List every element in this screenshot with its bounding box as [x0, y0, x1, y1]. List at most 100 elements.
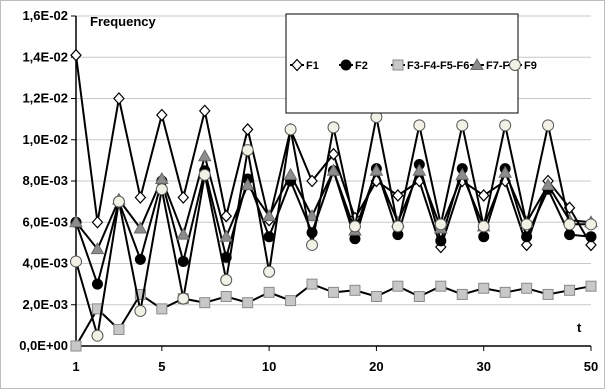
marker-triangle	[470, 57, 484, 70]
marker-circle-filled	[134, 253, 146, 265]
marker-square	[435, 280, 447, 292]
marker-square	[413, 291, 425, 302]
marker-circle-open	[456, 119, 469, 132]
marker-circle-open	[91, 329, 104, 342]
marker-circle-open	[477, 220, 490, 233]
marker-circle-filled	[340, 59, 352, 71]
marker-circle-open	[585, 218, 597, 231]
marker-triangle	[240, 178, 255, 191]
marker-circle-open	[306, 238, 319, 251]
marker-square	[521, 282, 533, 294]
marker-circle-filled	[521, 231, 533, 243]
marker-triangle	[262, 209, 276, 222]
marker-square	[499, 286, 511, 298]
legend-entry: F9	[508, 59, 537, 72]
legend-entry: F1	[290, 58, 319, 72]
marker-circle-filled	[177, 255, 189, 267]
marker-circle-open	[263, 265, 276, 278]
marker-circle-filled	[91, 278, 103, 290]
marker-circle-open	[434, 218, 447, 231]
marker-diamond	[91, 215, 104, 229]
x-tick-label: 30	[476, 359, 490, 374]
marker-diamond	[291, 58, 303, 72]
marker-circle-open	[134, 304, 147, 317]
series-F9	[70, 111, 597, 342]
legend-entry: F3-F4-F5-F6	[391, 59, 469, 72]
x-tick-label: 50	[584, 359, 598, 374]
marker-square	[456, 288, 468, 300]
marker-circle-open	[563, 218, 576, 231]
marker-circle-open	[70, 255, 82, 268]
marker-triangle	[305, 209, 319, 222]
legend-label: F9	[524, 60, 537, 72]
marker-diamond	[220, 209, 233, 223]
marker-square	[242, 297, 254, 309]
marker-circle-open	[520, 218, 533, 231]
marker-triangle	[455, 167, 470, 180]
marker-circle-open	[284, 123, 297, 136]
marker-diamond	[156, 108, 168, 122]
marker-square	[220, 291, 232, 302]
y-tick-label: 1,2E-02	[22, 91, 68, 106]
marker-diamond	[392, 189, 404, 202]
legend-entry: F2	[339, 59, 368, 72]
marker-triangle	[69, 215, 83, 228]
marker-circle-filled	[435, 235, 447, 247]
x-tick-label: 10	[262, 359, 276, 374]
marker-circle-open	[413, 119, 426, 132]
legend-label: F7-F8	[486, 60, 515, 72]
marker-triangle	[133, 221, 148, 234]
marker-square	[113, 324, 125, 335]
marker-diamond	[198, 104, 211, 118]
x-tick-label: 5	[158, 359, 165, 374]
marker-circle-open	[542, 119, 555, 132]
marker-square	[328, 286, 339, 298]
marker-circle-open	[198, 168, 211, 181]
marker-triangle	[369, 163, 384, 176]
legend-label: F3-F4-F5-F6	[407, 60, 469, 72]
marker-circle-filled	[263, 231, 275, 243]
marker-circle-open	[155, 183, 168, 196]
marker-diamond	[70, 48, 82, 62]
marker-square	[370, 291, 382, 302]
marker-triangle	[326, 163, 341, 176]
marker-diamond	[477, 189, 490, 202]
marker-diamond	[177, 191, 190, 204]
marker-triangle	[498, 165, 513, 178]
marker-square	[199, 297, 211, 309]
marker-diamond	[241, 123, 254, 136]
y-tick-label: 8,0E-03	[22, 173, 68, 188]
legend-label: F1	[306, 60, 319, 72]
marker-square	[585, 280, 597, 292]
marker-circle-open	[112, 195, 125, 208]
x-tick-label: 20	[369, 359, 383, 374]
marker-circle-open	[241, 144, 254, 157]
marker-circle-open	[509, 59, 521, 71]
series-lines	[69, 48, 598, 352]
legend-items: F1 F2 F3-F4-F5-F6 F7-F8 F9	[290, 57, 537, 72]
legend-entry: F7-F8	[470, 57, 515, 72]
marker-square	[134, 288, 146, 300]
y-tick-label: 1,0E-02	[22, 132, 68, 147]
marker-square	[263, 286, 275, 298]
marker-square	[70, 340, 82, 352]
series-line	[75, 160, 592, 288]
marker-circle-filled	[585, 231, 597, 243]
y-tick-label: 6,0E-03	[22, 214, 68, 229]
marker-diamond	[113, 92, 125, 105]
marker-square	[478, 282, 490, 294]
y-tick-label: 2,0E-03	[22, 297, 68, 312]
marker-diamond	[520, 238, 533, 252]
marker-square	[156, 303, 168, 315]
marker-diamond	[585, 238, 597, 252]
marker-diamond	[327, 147, 340, 161]
x-tick-label: 1	[72, 359, 79, 374]
marker-circle-filled	[478, 231, 490, 243]
tick-labels: 0,0E+00 2,0E-03 4,0E-03 6,0E-03 8,0E-03 1,0E-…	[19, 8, 598, 374]
y-axis-title: Frequency	[90, 14, 157, 29]
marker-square	[542, 288, 554, 300]
marker-square	[392, 280, 404, 292]
marker-square	[306, 278, 318, 290]
marker-circle-filled	[564, 229, 576, 241]
